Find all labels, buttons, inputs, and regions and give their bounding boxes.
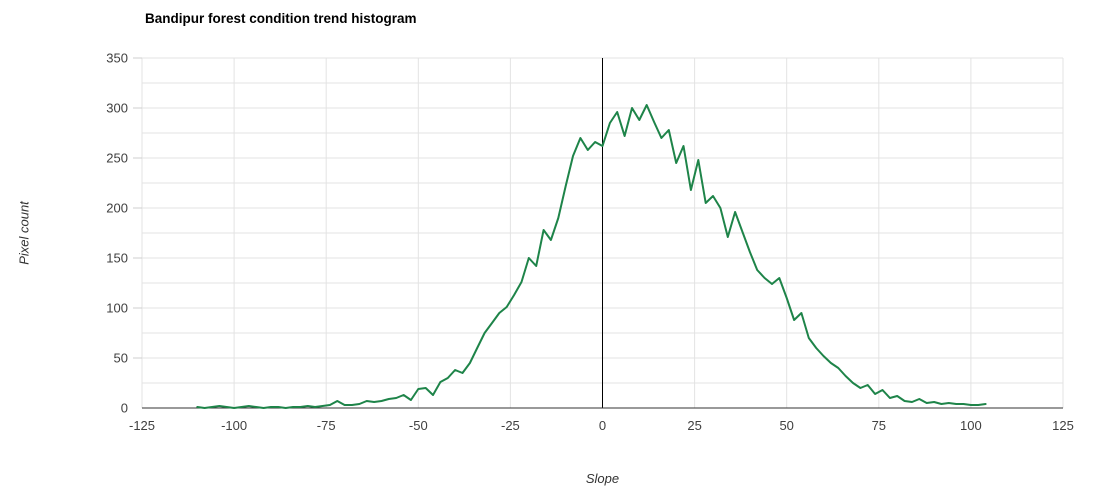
y-tick-label: 50 [114,351,128,366]
x-tick-label: -125 [129,418,155,433]
x-tick-label: -25 [501,418,520,433]
y-tick-label: 350 [106,51,128,66]
x-axis-title: Slope [585,471,620,486]
y-tick-label: 200 [106,201,128,216]
y-tick-label: 300 [106,101,128,116]
series-line[interactable] [196,104,987,409]
y-tick-label: 250 [106,151,128,166]
y-tick-label: 0 [121,401,128,416]
y-tick-label: 150 [106,251,128,266]
x-tick-label: -100 [221,418,247,433]
x-tick-label: -75 [317,418,336,433]
x-tick-label: 0 [599,418,606,433]
x-tick-label: 25 [687,418,701,433]
x-tick-label: 50 [779,418,793,433]
chart-title: Bandipur forest condition trend histogra… [145,11,417,26]
x-tick-label: -50 [409,418,428,433]
x-tick-label: 75 [872,418,886,433]
x-tick-label: 125 [1052,418,1074,433]
x-tick-label: 100 [960,418,982,433]
y-tick-label: 100 [106,301,128,316]
